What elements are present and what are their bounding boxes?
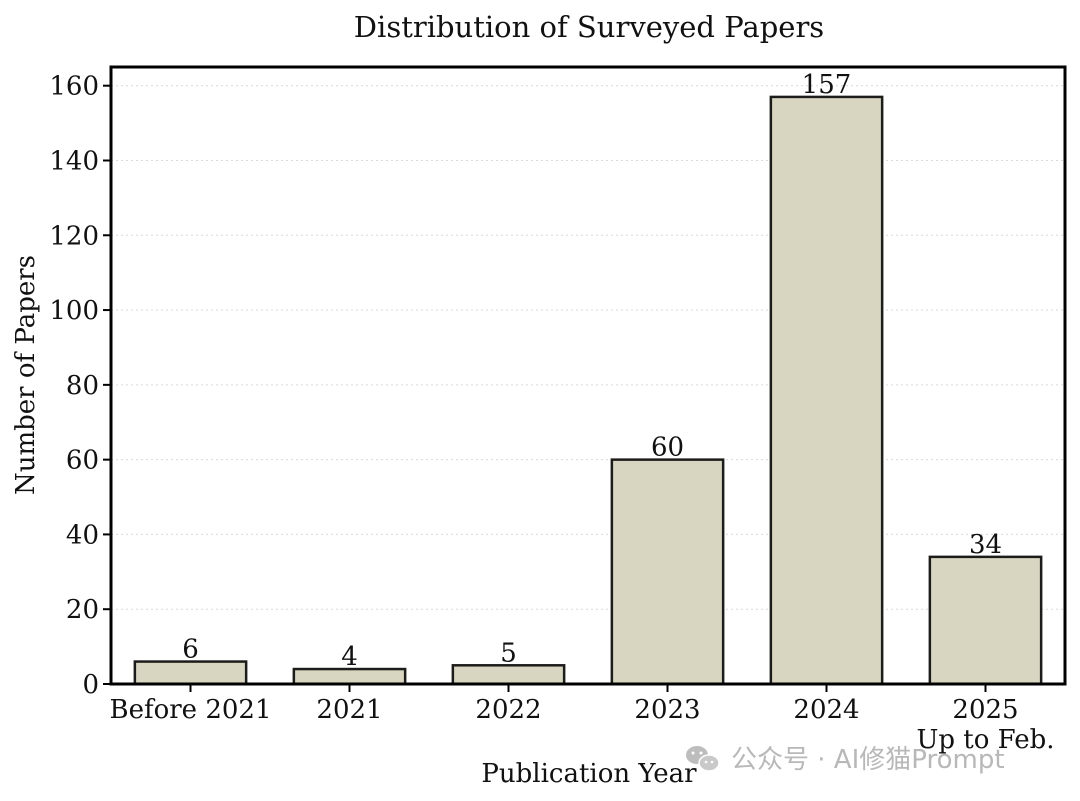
data-label: 5: [500, 638, 517, 668]
bar: [769, 95, 884, 686]
x-tick-label: 2024: [793, 695, 859, 725]
bar: [610, 458, 725, 686]
y-axis: 0 20 40 60 80 100 120 140 160: [49, 72, 111, 700]
y-tick-label: 80: [66, 371, 99, 401]
x-axis-label: Publication Year: [481, 759, 697, 789]
x-tick-label: 2021: [316, 695, 382, 725]
y-tick-label: 100: [49, 296, 99, 326]
y-tick-label: 40: [66, 520, 99, 550]
y-tick-label: 160: [49, 72, 99, 102]
bars: [133, 95, 1043, 686]
data-label: 34: [969, 530, 1002, 560]
watermark: 公众号 · AI修猫Prompt: [686, 745, 1005, 775]
data-label: 157: [802, 70, 852, 100]
data-labels: 6 4 5 60 157 34: [182, 70, 1002, 672]
bar: [133, 660, 248, 686]
y-axis-label: Number of Papers: [11, 255, 41, 495]
data-label: 4: [341, 642, 358, 672]
data-label: 60: [651, 433, 684, 463]
bar: [928, 555, 1043, 686]
y-tick-label: 20: [66, 595, 99, 625]
y-tick-label: 140: [49, 146, 99, 176]
x-tick-label: Before 2021: [109, 695, 271, 725]
data-label: 6: [182, 635, 199, 665]
x-tick-label: 2023: [634, 695, 700, 725]
chart-title: Distribution of Surveyed Papers: [354, 10, 824, 44]
wechat-icon: [686, 746, 720, 772]
x-tick-sublabel: Up to Feb.: [916, 725, 1054, 755]
x-tick-label: 2025: [952, 695, 1018, 725]
y-tick-label: 60: [66, 446, 99, 476]
plot-frame: [109, 65, 1067, 686]
grid: [111, 85, 1065, 610]
y-tick-label: 120: [49, 221, 99, 251]
watermark-text: 公众号 · AI修猫Prompt: [731, 745, 1005, 775]
y-tick-label: 0: [82, 670, 99, 700]
x-tick-label: 2022: [475, 695, 541, 725]
